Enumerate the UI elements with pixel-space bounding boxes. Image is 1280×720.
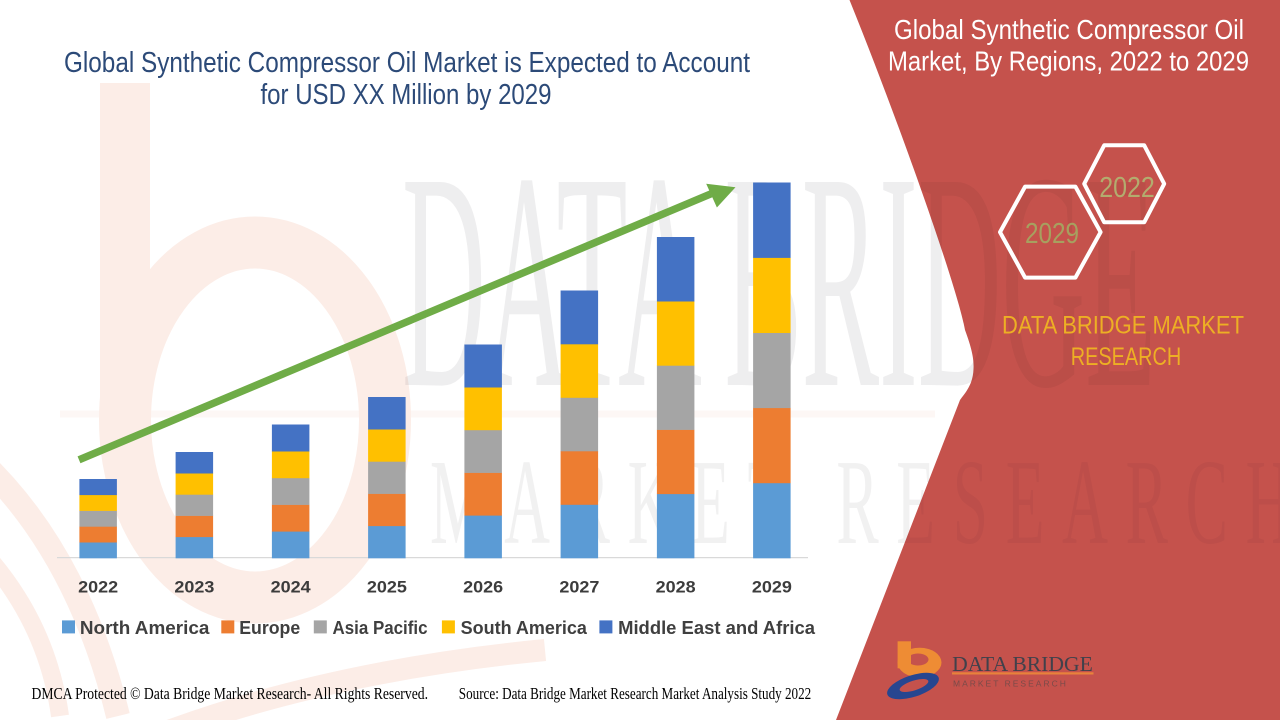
svg-text:DATA BRIDGE MARKET: DATA BRIDGE MARKET bbox=[1002, 311, 1244, 339]
svg-text:South America: South America bbox=[461, 617, 588, 638]
svg-text:Asia Pacific: Asia Pacific bbox=[333, 617, 428, 638]
svg-text:Market, By Regions, 2022 to 20: Market, By Regions, 2022 to 2029 bbox=[888, 46, 1249, 77]
svg-text:Europe: Europe bbox=[239, 617, 300, 638]
svg-text:Global Synthetic Compressor Oi: Global Synthetic Compressor Oil bbox=[894, 14, 1244, 45]
svg-text:Global Synthetic Compressor Oi: Global Synthetic Compressor Oil Market i… bbox=[64, 47, 750, 79]
svg-text:2026: 2026 bbox=[463, 577, 503, 596]
svg-text:for USD XX Million by 2029: for USD XX Million by 2029 bbox=[261, 79, 552, 111]
svg-text:2029: 2029 bbox=[752, 577, 792, 596]
svg-text:2029: 2029 bbox=[1025, 218, 1079, 250]
svg-text:2022: 2022 bbox=[78, 577, 118, 596]
svg-text:DMCA Protected © Data Bridge M: DMCA Protected © Data Bridge Market Rese… bbox=[32, 684, 429, 703]
svg-text:2024: 2024 bbox=[271, 577, 312, 596]
svg-text:2028: 2028 bbox=[656, 577, 696, 596]
svg-text:2023: 2023 bbox=[174, 577, 214, 596]
svg-text:MARKET RESEARCH: MARKET RESEARCH bbox=[430, 435, 1280, 571]
svg-text:2025: 2025 bbox=[367, 577, 407, 596]
svg-text:RESEARCH: RESEARCH bbox=[1071, 343, 1181, 371]
svg-text:2022: 2022 bbox=[1099, 172, 1155, 204]
svg-text:MARKET RESEARCH: MARKET RESEARCH bbox=[953, 679, 1068, 689]
svg-text:Source: Data Bridge Market Res: Source: Data Bridge Market Research Mark… bbox=[459, 684, 811, 703]
svg-text:Middle East and Africa: Middle East and Africa bbox=[618, 617, 816, 638]
svg-text:North America: North America bbox=[80, 617, 210, 638]
svg-text:2027: 2027 bbox=[559, 577, 599, 596]
svg-text:DATA BRIDGE: DATA BRIDGE bbox=[952, 652, 1093, 676]
